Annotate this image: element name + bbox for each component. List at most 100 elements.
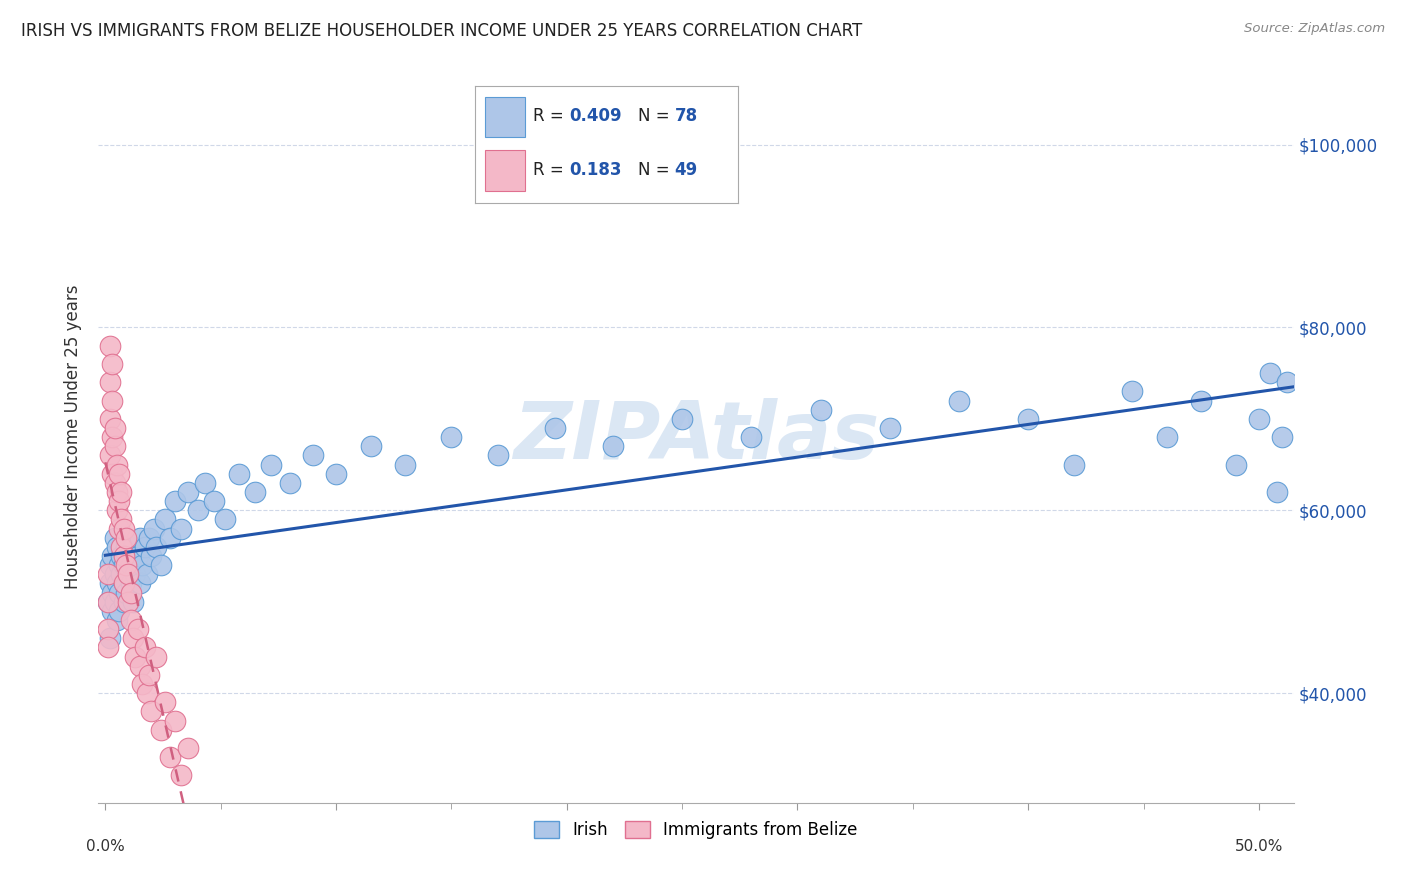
- Point: [214, 512, 236, 526]
- Point: [278, 475, 301, 490]
- Point: [101, 585, 124, 599]
- Point: [138, 531, 160, 545]
- Point: [325, 467, 347, 481]
- Point: [177, 740, 200, 755]
- Point: [108, 467, 131, 481]
- Point: [228, 467, 250, 481]
- Point: [170, 768, 193, 782]
- Point: [131, 558, 153, 573]
- Point: [127, 549, 149, 563]
- Point: [112, 594, 135, 608]
- Point: [115, 558, 138, 573]
- Point: [101, 357, 124, 371]
- Point: [163, 494, 186, 508]
- Point: [127, 622, 149, 636]
- Point: [115, 540, 138, 554]
- Point: [117, 594, 139, 608]
- Point: [103, 567, 125, 582]
- Point: [149, 723, 172, 737]
- Point: [98, 411, 121, 425]
- Point: [101, 393, 124, 408]
- Point: [112, 576, 135, 591]
- Point: [97, 640, 120, 655]
- Point: [141, 704, 163, 718]
- Point: [105, 458, 128, 472]
- Point: [129, 658, 152, 673]
- Point: [124, 649, 146, 664]
- Point: [544, 421, 567, 435]
- Point: [103, 439, 125, 453]
- Point: [122, 631, 145, 645]
- Point: [97, 594, 120, 608]
- Point: [112, 576, 135, 591]
- Point: [120, 585, 142, 599]
- Point: [117, 567, 139, 582]
- Point: [122, 540, 145, 554]
- Text: IRISH VS IMMIGRANTS FROM BELIZE HOUSEHOLDER INCOME UNDER 25 YEARS CORRELATION CH: IRISH VS IMMIGRANTS FROM BELIZE HOUSEHOL…: [21, 22, 862, 40]
- Point: [135, 567, 157, 582]
- Point: [112, 549, 135, 563]
- Point: [159, 750, 181, 764]
- Point: [1267, 484, 1289, 499]
- Point: [202, 494, 225, 508]
- Point: [134, 640, 156, 655]
- Point: [360, 439, 382, 453]
- Point: [97, 594, 120, 608]
- Point: [142, 521, 165, 535]
- Point: [145, 540, 167, 554]
- Point: [105, 540, 128, 554]
- Point: [1017, 411, 1039, 425]
- Point: [394, 458, 416, 472]
- Text: Source: ZipAtlas.com: Source: ZipAtlas.com: [1244, 22, 1385, 36]
- Point: [101, 604, 124, 618]
- Point: [98, 631, 121, 645]
- Point: [98, 338, 121, 352]
- Point: [117, 549, 139, 563]
- Point: [103, 475, 125, 490]
- Point: [134, 540, 156, 554]
- Point: [671, 411, 693, 425]
- Point: [440, 430, 463, 444]
- Point: [110, 540, 132, 554]
- Point: [138, 667, 160, 681]
- Point: [1063, 458, 1085, 472]
- Point: [1121, 384, 1143, 399]
- Point: [120, 576, 142, 591]
- Point: [115, 585, 138, 599]
- Point: [155, 512, 177, 526]
- Point: [1260, 366, 1282, 380]
- Point: [110, 549, 132, 563]
- Point: [1275, 375, 1298, 389]
- Point: [108, 558, 131, 573]
- Point: [124, 567, 146, 582]
- Point: [108, 521, 131, 535]
- Point: [187, 503, 209, 517]
- Point: [103, 594, 125, 608]
- Point: [1271, 430, 1294, 444]
- Point: [486, 448, 509, 462]
- Text: 0.0%: 0.0%: [86, 839, 125, 855]
- Point: [193, 475, 215, 490]
- Point: [129, 531, 152, 545]
- Point: [110, 484, 132, 499]
- Point: [101, 430, 124, 444]
- Point: [129, 576, 152, 591]
- Point: [120, 558, 142, 573]
- Point: [1225, 458, 1247, 472]
- Point: [120, 613, 142, 627]
- Point: [110, 567, 132, 582]
- Point: [110, 512, 132, 526]
- Point: [302, 448, 325, 462]
- Point: [101, 549, 124, 563]
- Y-axis label: Householder Income Under 25 years: Householder Income Under 25 years: [65, 285, 83, 590]
- Point: [135, 686, 157, 700]
- Point: [98, 558, 121, 573]
- Point: [103, 421, 125, 435]
- Point: [105, 484, 128, 499]
- Point: [879, 421, 901, 435]
- Point: [108, 604, 131, 618]
- Point: [141, 549, 163, 563]
- Point: [145, 649, 167, 664]
- Point: [177, 484, 200, 499]
- Point: [740, 430, 762, 444]
